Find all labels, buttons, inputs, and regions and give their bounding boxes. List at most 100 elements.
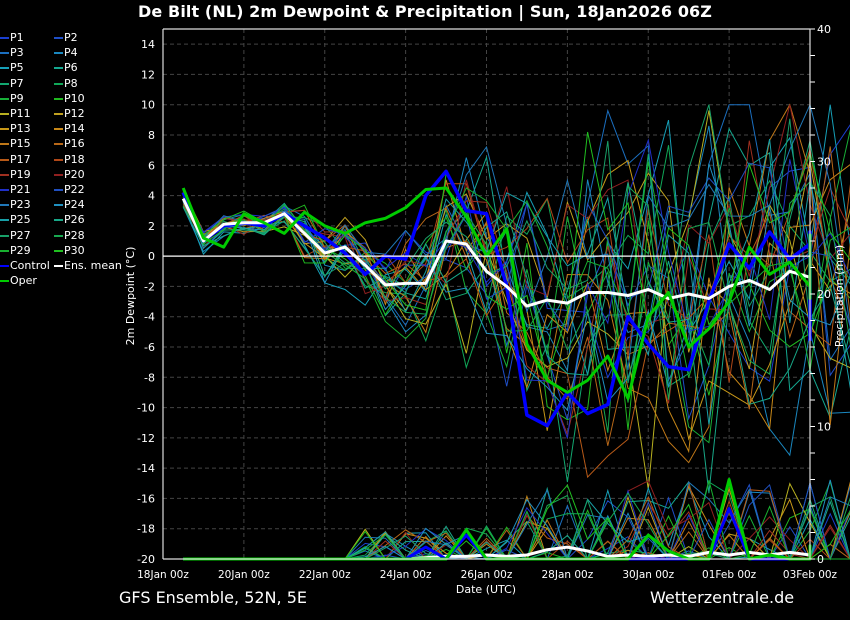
legend-item: P26 — [54, 212, 85, 227]
legend-item: P27 — [0, 228, 31, 243]
legend-item: P30 — [54, 243, 85, 258]
legend-label: Ens. mean — [64, 259, 122, 272]
legend-label: P3 — [10, 46, 24, 60]
legend-label: P30 — [64, 243, 85, 257]
legend-item: Ens. mean — [54, 258, 122, 273]
legend-item: P29 — [0, 243, 31, 258]
legend-swatch — [0, 82, 9, 85]
y-tick-label: 10 — [141, 99, 155, 112]
legend-label: P20 — [64, 167, 85, 181]
y-tick-label: 14 — [141, 38, 155, 51]
legend-label: P8 — [64, 76, 78, 90]
legend-item: P10 — [54, 91, 85, 106]
ensemble-members — [182, 103, 850, 494]
legend-swatch — [0, 52, 9, 55]
legend-label: P11 — [10, 107, 31, 120]
legend-item: P16 — [54, 136, 85, 151]
x-tick-label: 18Jan 00z — [137, 569, 189, 581]
legend-swatch — [54, 158, 63, 161]
y-tick-label: 0 — [148, 250, 155, 263]
legend-label: P2 — [64, 31, 78, 44]
legend-swatch — [0, 128, 9, 131]
y-tick-label: 6 — [148, 159, 155, 172]
legend-swatch — [54, 204, 63, 207]
y-tick-label: -12 — [137, 432, 155, 445]
legend-item: P11 — [0, 106, 31, 121]
y-tick-label: -8 — [144, 371, 155, 384]
member-line-p29 — [182, 161, 850, 378]
legend-item: P17 — [0, 152, 31, 167]
y-tick-label: -20 — [137, 553, 155, 566]
y2-tick-label: 10 — [817, 421, 831, 434]
legend-swatch — [54, 52, 63, 55]
legend-swatch — [54, 249, 63, 252]
legend-label: P24 — [64, 198, 85, 212]
x-tick-label: 30Jan 00z — [622, 569, 674, 581]
legend-label: P18 — [64, 152, 85, 166]
x-tick-label: 24Jan 00z — [380, 569, 432, 581]
y-axis-label: 2m Dewpoint (°C) — [124, 247, 137, 346]
x-tick-label: 26Jan 00z — [461, 569, 513, 581]
y-tick-label: -18 — [137, 523, 155, 536]
legend-label: P1 — [10, 31, 24, 44]
legend-label: Control — [10, 259, 50, 272]
legend-item: P25 — [0, 212, 31, 227]
member-line-p7 — [182, 140, 850, 483]
legend-item: P20 — [54, 167, 85, 182]
legend-swatch — [54, 37, 63, 39]
legend-item: P18 — [54, 152, 85, 167]
legend-label: P9 — [10, 91, 24, 105]
legend-item: P4 — [54, 45, 78, 60]
legend-swatch — [54, 143, 63, 146]
legend-item: P6 — [54, 60, 78, 75]
legend-swatch — [54, 113, 63, 115]
legend-swatch — [0, 234, 9, 237]
legend-swatch — [0, 97, 9, 100]
x-tick-label: 22Jan 00z — [299, 569, 351, 581]
legend-item: P21 — [0, 182, 31, 197]
legend-item: Oper — [0, 273, 37, 288]
y-tick-label: -6 — [144, 341, 155, 354]
legend-label: P10 — [64, 91, 85, 105]
legend-label: P5 — [10, 61, 24, 75]
legend-swatch — [54, 234, 63, 237]
legend-swatch — [0, 204, 9, 207]
legend-label: P14 — [64, 122, 85, 136]
legend-label: P17 — [10, 152, 31, 166]
member-line-p17 — [182, 184, 850, 479]
legend-item: P2 — [54, 30, 78, 45]
model-info: GFS Ensemble, 52N, 5E — [119, 588, 307, 607]
legend-item: P28 — [54, 228, 85, 243]
x-tick-label: 28Jan 00z — [541, 569, 593, 581]
tick-labels: 14121086420-2-4-6-8-10-12-14-16-18-2018J… — [137, 23, 838, 581]
legend-label: P22 — [64, 183, 85, 196]
y-tick-label: 2 — [148, 220, 155, 233]
y-tick-label: 4 — [148, 190, 155, 203]
legend-label: P27 — [10, 228, 31, 242]
member-line-p19 — [182, 140, 850, 437]
y2-tick-label: 30 — [817, 156, 831, 169]
legend-label: P15 — [10, 137, 31, 151]
source-credit: Wetterzentrale.de — [650, 588, 795, 607]
legend-item: P9 — [0, 91, 24, 106]
chart-title: De Bilt (NL) 2m Dewpoint & Precipitation… — [138, 2, 712, 21]
legend-label: P16 — [64, 137, 85, 151]
legend-swatch — [0, 143, 9, 146]
legend-label: P12 — [64, 107, 85, 120]
member-line-p26 — [182, 182, 850, 494]
legend-swatch — [54, 67, 63, 70]
legend-swatch — [54, 128, 63, 131]
member-precip-p10 — [183, 508, 850, 560]
axes — [162, 28, 815, 560]
legend-label: Oper — [10, 274, 37, 288]
legend-label: P23 — [10, 198, 31, 212]
legend-swatch — [0, 113, 9, 115]
legend-label: P26 — [64, 213, 85, 227]
y2-tick-label: 40 — [817, 23, 831, 36]
legend-item: P12 — [54, 106, 85, 121]
legend-swatch — [54, 82, 63, 85]
legend-swatch — [54, 265, 63, 267]
member-line-p24 — [182, 163, 850, 412]
legend-swatch — [54, 219, 63, 222]
